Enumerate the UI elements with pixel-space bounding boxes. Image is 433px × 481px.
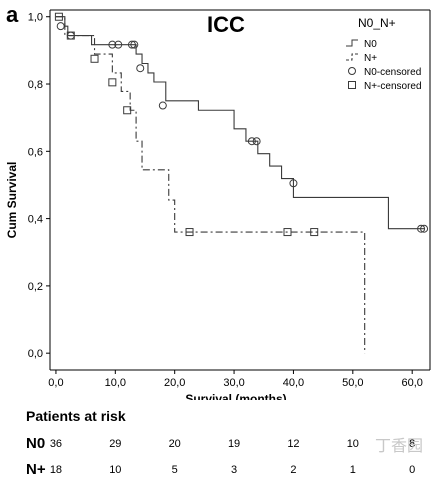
censor-mark-n0 xyxy=(130,40,139,49)
censor-mark-n0 xyxy=(56,22,65,31)
risk-value: 10 xyxy=(346,438,359,450)
y-tick-label: 0,2 xyxy=(28,281,43,293)
censor-mark-n0 xyxy=(127,40,136,49)
x-axis-label: Survival (months) xyxy=(185,392,286,400)
censor-mark-nplus xyxy=(283,228,292,237)
y-tick-label: 0,6 xyxy=(28,146,43,158)
risk-row-label: N+ xyxy=(26,461,46,478)
legend-label: N+-censored xyxy=(364,81,422,92)
legend-label: N0 xyxy=(364,39,377,50)
risk-value: 19 xyxy=(227,438,241,450)
risk-table-title: Patients at risk xyxy=(26,408,126,424)
censor-mark-n0 xyxy=(158,101,167,110)
risk-row-n0: N0 36 29 20 19 12 10 8 xyxy=(0,435,433,455)
censor-mark-nplus xyxy=(123,106,132,115)
risk-value: 12 xyxy=(287,438,300,450)
survival-curve-nplus xyxy=(55,16,366,354)
risk-value: 8 xyxy=(409,438,416,450)
risk-value: 1 xyxy=(349,464,356,476)
legend: N0_N+ N0 N+ N0-censored N+-censored xyxy=(346,16,422,92)
risk-value: 3 xyxy=(231,464,238,476)
censor-mark-n0 xyxy=(252,137,261,146)
censor-mark-n0 xyxy=(417,224,426,233)
risk-value: 2 xyxy=(290,464,297,476)
x-tick-label: 20,0 xyxy=(164,377,185,389)
x-tick-label: 0,0 xyxy=(48,377,63,389)
risk-row-label: N0 xyxy=(26,435,46,452)
legend-swatch-n0 xyxy=(346,39,358,47)
y-tick-label: 0,0 xyxy=(28,348,43,360)
censor-mark-nplus xyxy=(310,228,319,237)
survival-curve-n0 xyxy=(55,16,425,230)
x-tick-label: 60,0 xyxy=(401,377,422,389)
plot-area: 0,0 0,2 0,4 0,6 0,8 1,0 0,0 10,0 20,0 30,0 40,0 50,… xyxy=(28,9,431,389)
patients-at-risk-table: Patients at risk N0 36 29 20 19 12 10 8 N+ 18 1… xyxy=(0,400,433,479)
legend-swatch-nplus xyxy=(346,53,358,61)
censor-mark-n0 xyxy=(114,40,123,49)
x-tick-label: 40,0 xyxy=(283,377,304,389)
chart-title: ICC xyxy=(207,12,245,37)
risk-value: 18 xyxy=(49,464,63,476)
legend-swatch-n0-censored xyxy=(348,67,356,75)
risk-value: 29 xyxy=(109,438,122,450)
risk-value: 10 xyxy=(109,464,122,476)
risk-row-nplus: N+ 18 10 5 3 2 1 0 xyxy=(0,461,433,481)
legend-label: N+ xyxy=(364,53,377,64)
legend-entries: N0 N+ N0-censored N+-censored xyxy=(346,39,422,92)
risk-value: 36 xyxy=(49,438,63,450)
legend-swatch-nplus-censored xyxy=(348,81,356,89)
censor-mark-nplus xyxy=(54,12,63,21)
panel-letter: a xyxy=(6,2,19,27)
y-tick-label: 0,8 xyxy=(28,79,43,91)
risk-value: 0 xyxy=(409,464,416,476)
censor-mark-nplus xyxy=(185,228,194,237)
legend-label: N0-censored xyxy=(364,67,421,78)
censor-mark-n0 xyxy=(108,40,117,49)
censor-mark-nplus xyxy=(66,31,75,40)
censor-mark-n0 xyxy=(136,64,145,73)
x-tick-label: 50,0 xyxy=(342,377,363,389)
censor-mark-n0 xyxy=(247,137,256,146)
censor-mark-n0 xyxy=(289,179,298,188)
risk-value: 5 xyxy=(171,464,178,476)
censor-mark-n0 xyxy=(420,224,429,233)
risk-value: 20 xyxy=(168,438,181,450)
legend-title: N0_N+ xyxy=(358,16,396,30)
y-tick-label: 0,4 xyxy=(28,214,43,226)
censor-mark-nplus xyxy=(108,78,117,87)
survival-figure: a ICC Cum Survival Survival (months) 0,0… xyxy=(5,2,431,400)
x-tick-label: 10,0 xyxy=(105,377,126,389)
x-tick-label: 30,0 xyxy=(223,377,244,389)
y-tick-label: 1,0 xyxy=(28,12,43,24)
watermark: 丁香园 xyxy=(374,438,423,455)
censor-mark-nplus xyxy=(90,54,99,63)
y-axis-label: Cum Survival xyxy=(5,162,19,239)
